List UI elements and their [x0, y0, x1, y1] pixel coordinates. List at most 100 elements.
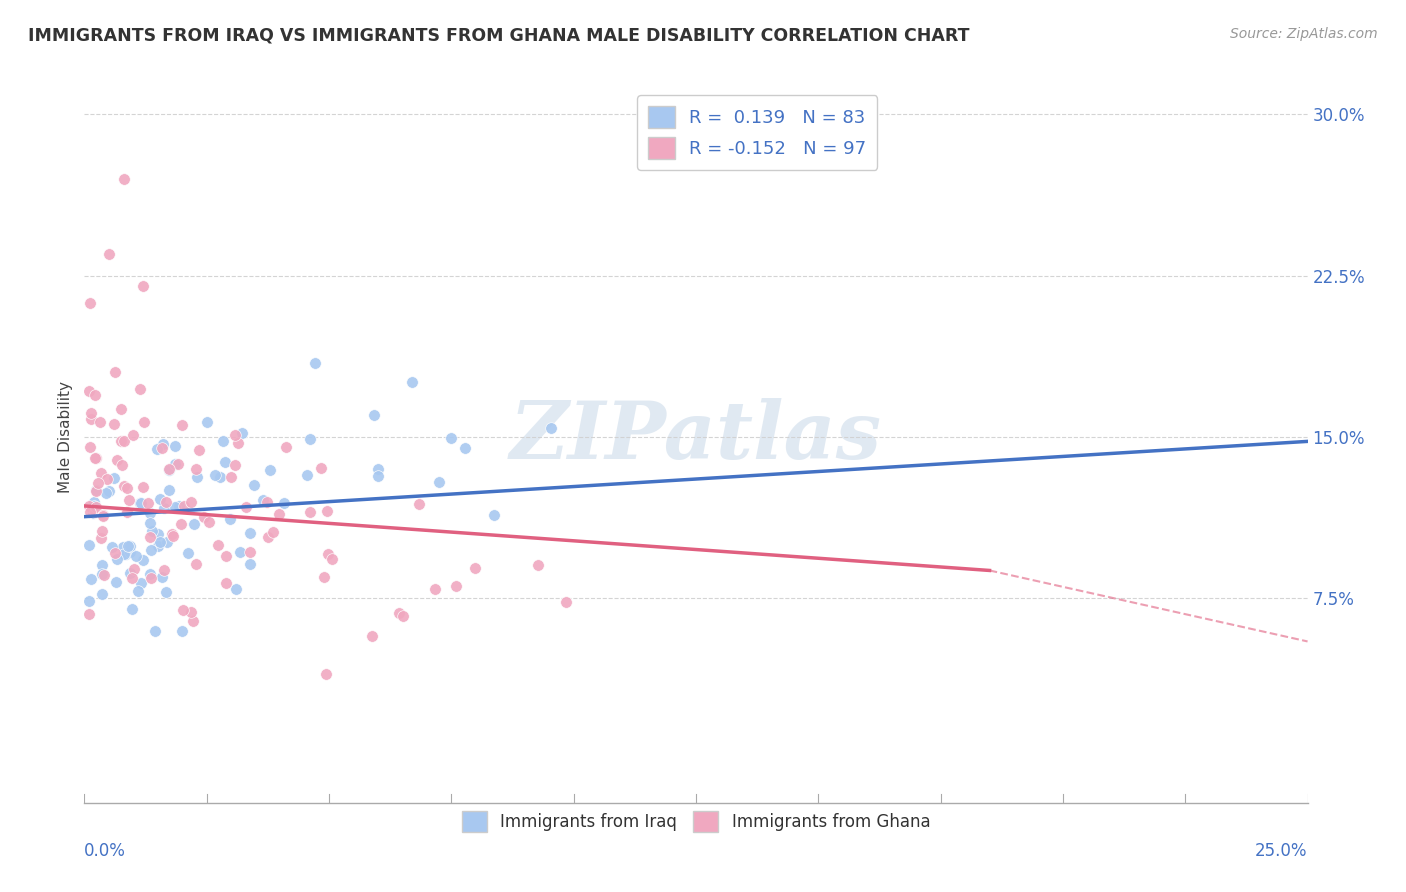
- Point: [152, 437, 174, 451]
- Point: [215, 549, 238, 563]
- Point: [121, 571, 143, 585]
- Point: [84, 483, 107, 498]
- Point: [156, 535, 179, 549]
- Point: [86, 451, 108, 466]
- Point: [96, 472, 118, 486]
- Point: [150, 570, 173, 584]
- Point: [401, 375, 423, 389]
- Point: [129, 495, 152, 509]
- Point: [228, 436, 250, 450]
- Point: [103, 417, 125, 431]
- Point: [80, 411, 103, 425]
- Point: [115, 505, 138, 519]
- Text: 25.0%: 25.0%: [1256, 841, 1308, 860]
- Point: [361, 629, 384, 643]
- Point: [141, 543, 163, 558]
- Point: [90, 567, 112, 582]
- Point: [153, 563, 176, 577]
- Text: IMMIGRANTS FROM IRAQ VS IMMIGRANTS FROM GHANA MALE DISABILITY CORRELATION CHART: IMMIGRANTS FROM IRAQ VS IMMIGRANTS FROM …: [28, 27, 970, 45]
- Point: [82, 506, 104, 520]
- Point: [197, 515, 219, 529]
- Point: [84, 500, 107, 514]
- Point: [162, 528, 184, 542]
- Y-axis label: Male Disability: Male Disability: [58, 381, 73, 493]
- Point: [89, 415, 111, 429]
- Point: [136, 495, 159, 509]
- Point: [118, 539, 141, 553]
- Point: [180, 495, 202, 509]
- Legend: Immigrants from Iraq, Immigrants from Ghana: Immigrants from Iraq, Immigrants from Gh…: [456, 805, 936, 838]
- Point: [262, 524, 284, 539]
- Point: [97, 483, 120, 498]
- Point: [90, 558, 112, 572]
- Point: [204, 467, 226, 482]
- Point: [231, 425, 253, 440]
- Point: [155, 495, 177, 509]
- Point: [446, 579, 468, 593]
- Point: [239, 545, 262, 559]
- Point: [146, 442, 169, 456]
- Point: [125, 549, 148, 563]
- Point: [239, 557, 262, 571]
- Point: [148, 491, 170, 506]
- Point: [101, 541, 124, 555]
- Point: [167, 457, 190, 471]
- Point: [239, 526, 262, 541]
- Point: [77, 594, 100, 608]
- Point: [77, 500, 100, 514]
- Point: [138, 506, 160, 520]
- Text: Source: ZipAtlas.com: Source: ZipAtlas.com: [1230, 27, 1378, 41]
- Point: [173, 500, 195, 514]
- Point: [298, 505, 321, 519]
- Point: [132, 480, 155, 494]
- Point: [110, 434, 132, 448]
- Point: [83, 388, 105, 402]
- Point: [77, 607, 100, 621]
- Point: [224, 458, 246, 472]
- Point: [304, 356, 326, 370]
- Point: [219, 512, 242, 526]
- Point: [127, 583, 149, 598]
- Point: [105, 453, 128, 467]
- Point: [225, 582, 247, 596]
- Point: [122, 562, 145, 576]
- Point: [207, 538, 229, 552]
- Point: [243, 478, 266, 492]
- Point: [117, 539, 139, 553]
- Point: [170, 624, 193, 638]
- Point: [115, 547, 138, 561]
- Point: [157, 483, 180, 497]
- Point: [208, 470, 231, 484]
- Point: [186, 469, 208, 483]
- Point: [121, 427, 143, 442]
- Point: [316, 503, 339, 517]
- Point: [105, 575, 128, 590]
- Point: [197, 415, 219, 429]
- Point: [298, 432, 321, 446]
- Point: [132, 279, 155, 293]
- Point: [141, 524, 163, 539]
- Point: [157, 463, 180, 477]
- Point: [139, 516, 162, 531]
- Point: [314, 570, 336, 584]
- Point: [555, 595, 578, 609]
- Point: [115, 481, 138, 495]
- Point: [423, 582, 446, 596]
- Point: [150, 441, 173, 455]
- Point: [105, 552, 128, 566]
- Point: [183, 517, 205, 532]
- Point: [170, 418, 193, 433]
- Point: [221, 469, 243, 483]
- Point: [110, 402, 132, 417]
- Point: [139, 530, 162, 544]
- Point: [363, 409, 385, 423]
- Point: [440, 431, 463, 445]
- Text: ZIPatlas: ZIPatlas: [510, 399, 882, 475]
- Point: [121, 601, 143, 615]
- Point: [454, 441, 477, 455]
- Point: [155, 585, 177, 599]
- Point: [214, 455, 236, 469]
- Point: [83, 450, 105, 465]
- Point: [79, 295, 101, 310]
- Point: [172, 602, 194, 616]
